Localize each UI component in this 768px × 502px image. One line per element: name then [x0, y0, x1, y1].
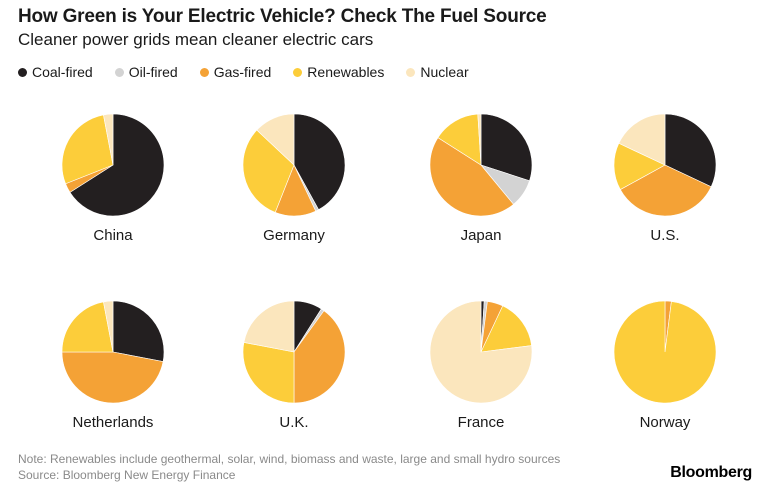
- pie-slice-china-coal-fired: [69, 113, 165, 217]
- pie-slice-u-k-nuclear: [243, 300, 295, 353]
- pie-slice-u-s-gas-fired: [619, 164, 712, 217]
- pie-slice-netherlands-gas-fired: [61, 351, 164, 404]
- pie-label-france: France: [457, 414, 505, 431]
- legend-label-renewables: Renewables: [307, 64, 385, 80]
- pie-label-norway: Norway: [639, 414, 691, 431]
- pie-slice-china-nuclear: [103, 113, 114, 166]
- legend-item-renewables: Renewables: [293, 64, 384, 80]
- pie-slice-netherlands-nuclear: [103, 300, 114, 353]
- pie-slice-japan-gas-fired: [429, 137, 514, 217]
- legend-swatch-nuclear: [406, 67, 416, 77]
- legend-label-oil: Oil-fired: [128, 64, 178, 80]
- legend-label-nuclear: Nuclear: [420, 64, 469, 80]
- source-note: Source: Bloomberg New Energy Finance: [18, 468, 236, 482]
- pie-slice-u-k-gas-fired: [293, 310, 346, 404]
- pie-slice-u-s-renewables: [613, 142, 666, 190]
- pie-slice-germany-nuclear: [256, 113, 295, 166]
- legend-label-coal: Coal-fired: [32, 64, 93, 80]
- legend-swatch-renewables: [293, 67, 303, 77]
- pie-slice-germany-coal-fired: [293, 113, 346, 211]
- pie-slice-u-s-coal-fired: [664, 113, 717, 188]
- footnote: Note: Renewables include geothermal, sol…: [18, 452, 561, 466]
- pie-slice-japan-nuclear: [477, 113, 482, 166]
- pie-slice-japan-coal-fired: [480, 113, 533, 182]
- legend-item-coal: Coal-fired: [18, 64, 93, 80]
- legend-item-oil: Oil-fired: [114, 64, 178, 80]
- legend-item-gas: Gas-fired: [199, 64, 272, 80]
- pie-slice-japan-renewables: [437, 113, 482, 166]
- pie-slice-u-s-nuclear: [618, 113, 666, 166]
- pie-slice-u-k-renewables: [242, 342, 295, 404]
- pie-slice-norway-renewables: [613, 300, 717, 404]
- legend-item-nuclear: Nuclear: [406, 64, 469, 80]
- pie-label-germany: Germany: [263, 227, 325, 244]
- bloomberg-logo: Bloomberg: [670, 464, 752, 481]
- pie-label-japan: Japan: [460, 227, 502, 244]
- chart-title: How Green is Your Electric Vehicle? Chec…: [18, 6, 547, 27]
- pie-label-uk: U.K.: [279, 414, 309, 431]
- legend-swatch-coal: [18, 67, 27, 77]
- pie-slice-germany-renewables: [242, 129, 295, 213]
- pie-label-china: China: [93, 227, 133, 244]
- pie-slice-netherlands-renewables: [61, 301, 114, 353]
- pie-slice-france-renewables: [480, 305, 532, 353]
- chart-subtitle: Cleaner power grids mean cleaner electri…: [18, 30, 374, 49]
- legend-label-gas: Gas-fired: [213, 64, 272, 80]
- pie-label-netherlands: Netherlands: [72, 414, 154, 431]
- pie-slice-netherlands-coal-fired: [112, 300, 165, 362]
- pie-label-us: U.S.: [650, 227, 680, 244]
- legend: Coal-fired Oil-fired Gas-fired Renewable…: [18, 64, 491, 80]
- pie-slice-france-nuclear: [429, 300, 533, 404]
- legend-swatch-gas: [199, 67, 209, 77]
- pie-slice-china-renewables: [61, 114, 114, 185]
- legend-swatch-oil: [114, 67, 124, 77]
